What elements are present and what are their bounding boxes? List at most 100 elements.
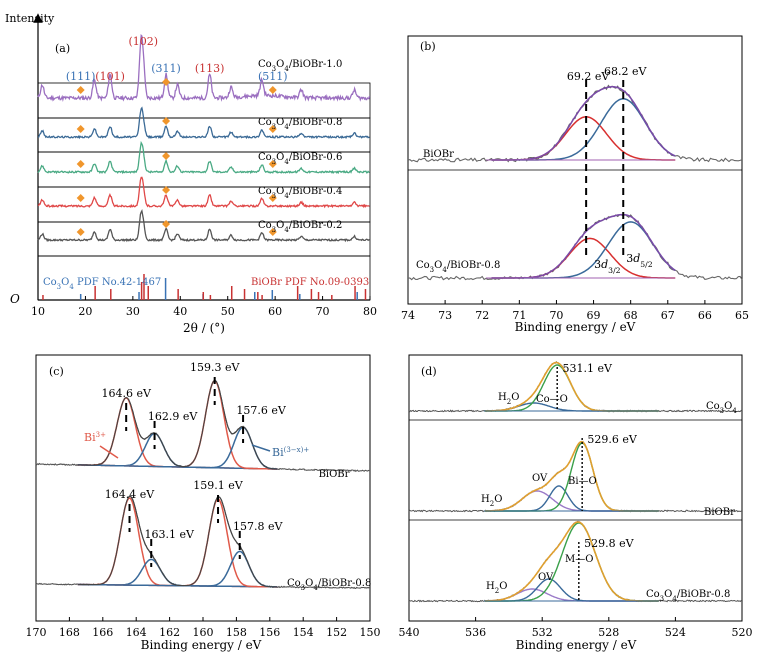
x-tick-label: 150 <box>360 626 381 639</box>
x-tick-label: 65 <box>735 309 749 322</box>
peak-label: 159.3 eV <box>190 361 240 374</box>
m-o-label: M—O <box>565 554 593 565</box>
co3o4-peak-marker <box>76 160 85 168</box>
peak-label: 531.1 eV <box>562 362 612 375</box>
x-tick-label: 10 <box>31 305 45 318</box>
peak-label: 68.2 eV <box>604 65 647 78</box>
o1s-component <box>484 578 659 602</box>
y-axis-label: Intensity <box>5 12 55 25</box>
co3o4-peak-marker <box>162 117 171 125</box>
trace-label: Co3O4/BiOBr-0.8 <box>287 578 371 592</box>
x-tick-label: 74 <box>401 309 415 322</box>
x-tick-label: 156 <box>259 626 280 639</box>
panel-a: Intensity O 10 20 30 40 50 60 70 80 2θ / (°) (a) Co3… <box>5 12 377 335</box>
x-tick-label: 20 <box>78 305 92 318</box>
co3o4-peak-marker <box>76 86 85 94</box>
h2o-label: H2O <box>498 392 519 406</box>
peak-label: 157.6 eV <box>236 404 286 417</box>
x-axis-title: Binding energy / eV <box>141 638 262 652</box>
x-tick-label: 166 <box>92 626 113 639</box>
co3o4-peak-marker <box>162 220 171 228</box>
x-tick-label: 162 <box>159 626 180 639</box>
bi3x-arrow <box>251 444 271 452</box>
trace-label: Co3O4/BiOBr-0.8 <box>416 260 500 274</box>
peak-label: 529.8 eV <box>584 537 634 550</box>
peak-label: 162.9 eV <box>148 410 198 423</box>
series-label: Co3O4/BiOBr-0.4 <box>258 186 342 200</box>
co-o-label: Co—O <box>536 394 568 405</box>
x-tick-label: 164 <box>126 626 147 639</box>
x-tick-label: 540 <box>399 626 420 639</box>
pattern-frame <box>37 82 371 119</box>
x-tick-label: 68 <box>624 309 638 322</box>
x-tick-label: 528 <box>598 626 619 639</box>
peak-label: 529.6 eV <box>587 433 637 446</box>
x-tick-label: 50 <box>221 305 235 318</box>
xrd-pattern-line <box>37 140 370 175</box>
peak-label: 159.1 eV <box>193 479 243 492</box>
x-tick-label: 60 <box>268 305 282 318</box>
x-axis-title: 2θ / (°) <box>183 321 225 335</box>
trace-label: Co3O4/BiOBr-0.8 <box>646 589 730 603</box>
peak-label: 69.2 eV <box>567 70 610 83</box>
fit-envelope <box>484 521 659 602</box>
miller-index-label: (113) <box>195 62 225 75</box>
co3o4-peak-marker <box>76 194 85 202</box>
bi-3d5-component <box>491 98 676 161</box>
x-tick-label: 524 <box>665 626 686 639</box>
bi3-arrow <box>99 445 119 459</box>
x-tick-label: 71 <box>512 309 526 322</box>
panel-c: 170 168 166 164 162 160 158 156 154 152 150 Binding… <box>26 354 381 652</box>
x-tick-label: 160 <box>193 626 214 639</box>
origin-label: O <box>10 292 20 306</box>
x-tick-label: 66 <box>698 309 712 322</box>
x-tick-label: 168 <box>59 626 80 639</box>
panel-d: 540 536 532 528 524 520 Binding energy / eV (d)… <box>399 354 753 652</box>
x-tick-label: 69 <box>587 309 601 322</box>
bi-o-label: Bi—O <box>568 476 597 487</box>
xrd-pattern-line <box>37 208 370 243</box>
x-axis-title: Binding energy / eV <box>516 638 637 652</box>
trace-label: BiOBr <box>423 149 454 160</box>
series-label: Co3O4/BiOBr-0.6 <box>258 152 342 166</box>
plot-frame <box>408 354 743 622</box>
x-tick-label: 152 <box>326 626 347 639</box>
co3o4-peak-marker <box>268 194 277 202</box>
panel-b: 74 73 72 71 70 69 68 67 66 65 Binding energy / eV (… <box>401 35 749 334</box>
co3o4-peak-marker <box>162 78 171 86</box>
miller-index-label: (511) <box>258 70 288 83</box>
x-tick-label: 73 <box>438 309 452 322</box>
peak-label: 157.8 eV <box>233 520 283 533</box>
panel-label-a: (a) <box>55 42 70 55</box>
bi3-x-component <box>77 426 278 470</box>
orbital-label-3d52: 3d5/2 <box>626 252 653 269</box>
x-tick-label: 536 <box>465 626 486 639</box>
co3o4-peak-marker <box>76 228 85 236</box>
x-tick-label: 170 <box>26 626 47 639</box>
xrd-pattern-line <box>37 106 370 140</box>
bi-3d5-component <box>491 221 676 279</box>
x-tick-label: 70 <box>316 305 330 318</box>
peak-label: 163.1 eV <box>145 528 195 541</box>
h2o-label: H2O <box>481 494 502 508</box>
peak-label: 164.4 eV <box>105 488 155 501</box>
xps-raw-line <box>35 379 370 473</box>
trace-label: Co3O4 <box>706 401 737 415</box>
xps-raw-line <box>35 495 370 589</box>
miller-index-label: (102) <box>128 35 158 48</box>
panel-label-b: (b) <box>420 40 436 53</box>
miller-index-label: (101) <box>95 70 125 83</box>
ov-label: OV <box>532 473 548 484</box>
x-tick-label: 80 <box>363 305 377 318</box>
o1s-component <box>484 588 659 602</box>
x-tick-label: 40 <box>173 305 187 318</box>
xrd-pattern-line <box>37 33 371 103</box>
bi3-annotation: Bi3+ <box>84 431 106 444</box>
trace-label: BiOBr <box>319 469 350 480</box>
miller-index-label: (111) <box>66 70 96 83</box>
co3o4-peak-marker <box>268 228 277 236</box>
co3o4-peak-marker <box>76 125 85 133</box>
co3o4-peak-marker <box>162 152 171 160</box>
fit-envelope <box>77 495 278 588</box>
